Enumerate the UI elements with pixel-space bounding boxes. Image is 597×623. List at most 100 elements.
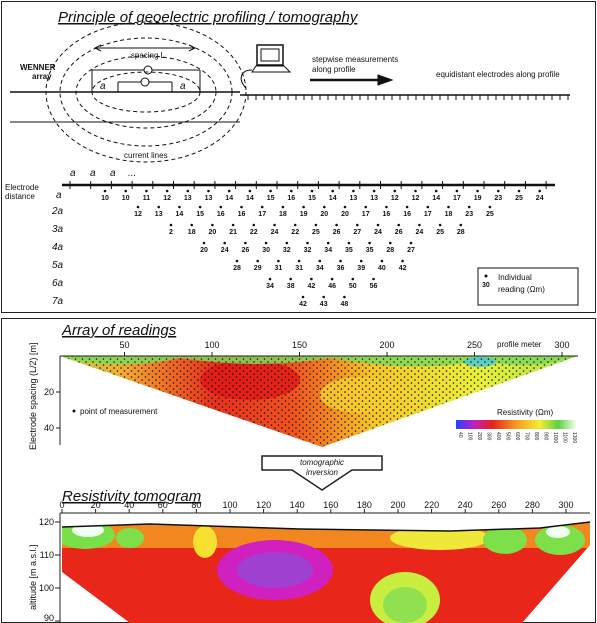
reading-value: 46	[328, 283, 336, 290]
current-lines-label: current lines	[124, 151, 168, 160]
reading-dot	[294, 224, 297, 227]
reading-value: 16	[383, 211, 391, 218]
colorbar-label: 100	[467, 432, 473, 441]
reading-value: 27	[353, 229, 361, 236]
reading-dot	[456, 190, 459, 193]
reading-value: 22	[250, 229, 258, 236]
reading-dot	[306, 242, 309, 245]
reading-dot	[418, 224, 421, 227]
reading-value: 26	[242, 247, 250, 254]
x-tick-label: 20	[91, 500, 101, 510]
reading-value: 14	[176, 211, 184, 218]
reading-dot	[145, 190, 148, 193]
reading-value: 22	[291, 229, 299, 236]
reading-value: 25	[436, 229, 444, 236]
legend-text: reading (Ωm)	[498, 285, 545, 294]
colorbar-label: 400	[495, 432, 501, 441]
row-label: 4a	[52, 242, 64, 253]
inversion-label: tomographic	[300, 458, 344, 467]
reading-value: 12	[163, 195, 171, 202]
reading-value: 15	[267, 195, 275, 202]
reading-dot	[124, 190, 127, 193]
distance-label: distance	[5, 192, 35, 201]
reading-dot	[211, 224, 214, 227]
panel-title: Principle of geoelectric profiling / tom…	[58, 9, 359, 26]
reading-value: 14	[329, 195, 337, 202]
x-tick-label: 200	[379, 340, 394, 350]
panel-title: Array of readings	[61, 322, 177, 339]
legend-dot	[485, 275, 488, 278]
legend-text: Individual	[498, 273, 532, 282]
readings: a101011121313141415161514131312121417192…	[51, 190, 544, 308]
reading-dot	[236, 260, 239, 263]
reading-dot	[286, 242, 289, 245]
row-label: 6a	[52, 278, 64, 289]
reading-dot	[289, 278, 292, 281]
reading-dot	[311, 190, 314, 193]
reading-dot	[331, 190, 334, 193]
reading-value: 34	[316, 265, 324, 272]
reading-value: 28	[386, 247, 394, 254]
x-tick-label: 140	[290, 500, 305, 510]
stepwise-label: stepwise measurements	[312, 55, 398, 64]
reading-dot	[435, 190, 438, 193]
colorbar-label: 900	[543, 432, 549, 441]
x-tick-label: 280	[525, 500, 540, 510]
reading-value: 42	[399, 265, 407, 272]
reading-dot	[377, 224, 380, 227]
reading-value: 17	[362, 211, 370, 218]
reading-dot	[538, 190, 541, 193]
reading-value: 24	[416, 229, 424, 236]
reading-value: 10	[101, 195, 109, 202]
x-tick-label: 50	[119, 340, 129, 350]
reading-value: 15	[308, 195, 316, 202]
reading-dot	[190, 224, 193, 227]
reading-dot	[368, 242, 371, 245]
reading-value: 27	[407, 247, 415, 254]
reading-dot	[269, 190, 272, 193]
reading-value: 24	[536, 195, 544, 202]
x-tick-label: 150	[292, 340, 307, 350]
reading-value: 48	[341, 301, 349, 308]
reading-value: 31	[295, 265, 303, 272]
reading-dot	[468, 206, 471, 209]
x-tick-label: 250	[467, 340, 482, 350]
reading-dot	[476, 190, 479, 193]
reading-value: 35	[366, 247, 374, 254]
reading-value: 14	[432, 195, 440, 202]
reading-value: 16	[217, 211, 225, 218]
reading-dot	[298, 260, 301, 263]
reading-dot	[232, 224, 235, 227]
reading-dot	[223, 242, 226, 245]
reading-value: 2	[169, 229, 173, 236]
colorbar-label: 40	[457, 432, 463, 438]
colorbar-label: 500	[505, 432, 511, 441]
reading-value: 28	[457, 229, 465, 236]
reading-dot	[373, 190, 376, 193]
reading-value: 42	[308, 283, 316, 290]
reading-value: 16	[287, 195, 295, 202]
reading-dot	[277, 260, 280, 263]
reading-dot	[315, 224, 318, 227]
row-label: 7a	[52, 296, 64, 307]
x-tick-label: 80	[191, 500, 201, 510]
reading-value: 30	[262, 247, 270, 254]
reading-value: 24	[374, 229, 382, 236]
reading-value: 32	[283, 247, 291, 254]
stepwise-label: along profile	[312, 65, 356, 74]
spacing-label: spacing L	[131, 51, 166, 60]
colorbar-label: 1000	[552, 432, 558, 443]
y-tick-label: 90	[44, 613, 54, 623]
y-tick-label: 40	[44, 423, 54, 433]
x-tick-label: 300	[554, 340, 569, 350]
reading-dot	[170, 224, 173, 227]
reading-value: 32	[304, 247, 312, 254]
reading-value: 11	[143, 195, 151, 202]
reading-dot	[460, 224, 463, 227]
reading-dot	[401, 260, 404, 263]
reading-value: 26	[333, 229, 341, 236]
reading-dot	[220, 206, 223, 209]
reading-value: 18	[188, 229, 196, 236]
reading-dot	[203, 242, 206, 245]
reading-dot	[319, 260, 322, 263]
